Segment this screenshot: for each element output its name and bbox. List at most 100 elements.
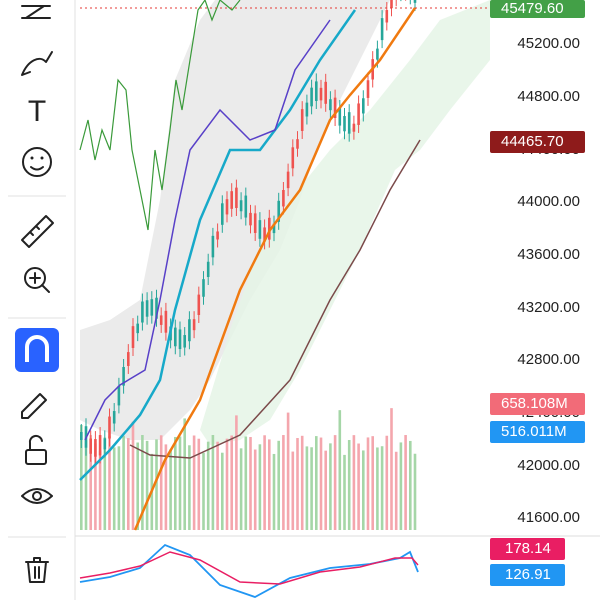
emoji-tool[interactable] [22,147,52,177]
candle-body [357,103,360,125]
price-tick: 44800.00 [517,88,580,105]
volume-bar [371,436,374,530]
candle-body [263,227,266,242]
candle-body [164,310,168,333]
candle-body [282,190,285,207]
price-tick: 43200.00 [517,299,580,316]
candle-body [253,213,257,233]
volume-bar [89,435,92,530]
candle-body [272,223,276,234]
candle-body [343,116,346,132]
price-tick: 41600.00 [517,509,580,526]
candle-body [225,199,229,215]
candle-body [230,191,233,209]
volume-bar [268,439,271,530]
volume-bar [216,441,219,530]
text-tool[interactable]: T [28,95,46,128]
candle-body [235,187,238,208]
brush-tool[interactable] [21,51,53,76]
volume-bar [399,442,403,530]
candle-body [291,147,295,169]
lag-green [79,0,241,231]
candle-body [159,315,163,325]
candle-body [333,97,337,119]
lock-drawing-tool[interactable] [21,393,47,419]
magnet-tool-active[interactable] [15,328,59,372]
candle-body [305,102,309,117]
osc-blue [79,543,419,598]
volume-bar [244,436,248,530]
candle-body [329,99,332,111]
cloud-gray [80,0,390,440]
volume-bar [300,435,304,530]
candle-body [80,432,83,440]
candle-body [286,171,290,189]
ma-cyan [79,9,357,481]
osc-b-badge: 126.91 [505,566,551,583]
volume-bar [230,435,233,530]
level-badge: 44465.70 [501,133,564,150]
candle-body [117,385,121,406]
candle-body [155,297,158,319]
candle-body [94,439,97,457]
volume-bar [136,442,139,530]
candle-body [174,327,177,347]
candle-body [216,231,219,240]
volume-bar [338,410,342,530]
visibility-tool[interactable] [21,488,53,504]
volume-bar [286,412,290,530]
candle-body [300,109,304,131]
badge-bg [490,421,585,443]
candle-body [319,87,323,101]
candle-body [131,326,135,348]
volume-bar [362,450,365,530]
volume-bar [263,435,266,530]
volume-bar [197,438,201,530]
ruler-tool[interactable] [21,215,54,248]
candle-body [192,319,196,331]
volume-bar [333,435,337,530]
volume-bar [343,454,346,530]
delete-tool[interactable] [25,557,49,583]
candle-body [366,80,370,98]
volume-bar [188,445,191,530]
candle-body [258,220,262,239]
volume-bar [380,446,384,530]
volume-bar [329,443,332,530]
candle-body [376,48,379,60]
candle-body [188,319,191,342]
volume-bar [357,443,360,530]
candle-body [315,81,318,101]
price-tick: 45200.00 [517,35,580,52]
candle-body [352,123,356,132]
ma-brown [129,139,421,459]
volume-bar [296,438,299,530]
candle-body [362,98,365,114]
volume-bar [159,435,163,530]
volume-bar [108,436,111,530]
price-tick: 42000.00 [517,457,580,474]
volume-bar [131,421,135,530]
volume-bar [206,441,210,530]
candle-body [244,195,248,218]
volume-badge: 516.011M [501,423,567,440]
candle-body [197,294,201,315]
badge-bg [490,393,585,415]
unlock-tool[interactable] [25,434,47,465]
volume-bar [94,443,97,530]
osc-pink [79,551,419,585]
trend-tool[interactable] [21,5,51,19]
volume-bar [310,447,313,530]
volume-bar [169,449,172,530]
ma-purple [84,19,331,441]
candle-body [221,203,224,225]
zoom-tool[interactable] [24,267,50,293]
volume-bar [291,451,295,530]
volume-bar [347,440,351,530]
cloud-green [200,0,490,445]
volume-bar [211,435,215,530]
volume-bar [324,450,327,530]
candle-body [277,200,280,222]
volume-bar [366,437,370,530]
